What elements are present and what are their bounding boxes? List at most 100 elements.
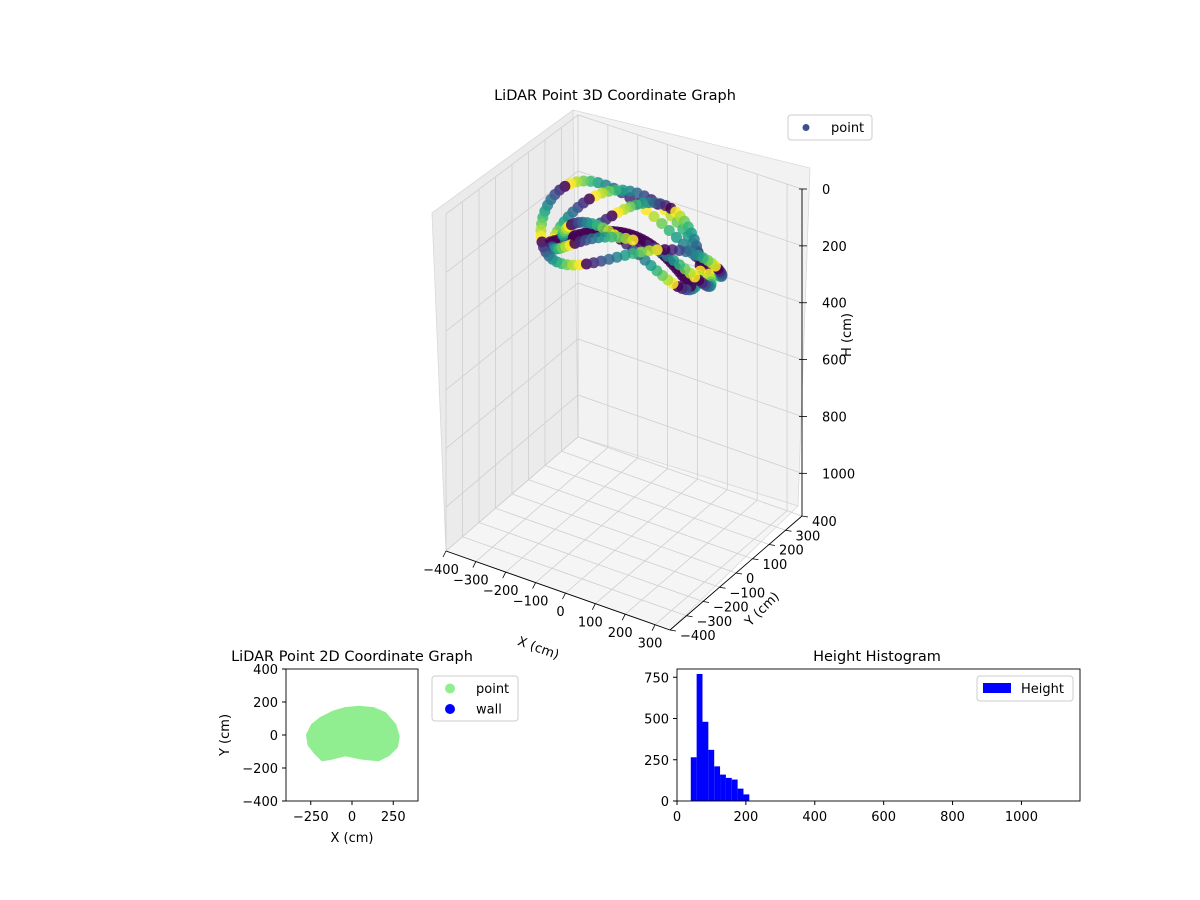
- grid-line-y: [528, 152, 753, 560]
- point-3d: [606, 231, 618, 243]
- point-3d: [656, 217, 668, 229]
- histogram-bar: [696, 673, 703, 801]
- y-tick-3d: [719, 586, 726, 589]
- z-tick-label-3d: 200: [822, 240, 847, 255]
- x-tick-label-histogram: 0: [673, 810, 681, 825]
- y-tick-label-3d: 200: [779, 544, 804, 559]
- histogram-bar: [743, 794, 750, 801]
- x-tick-label-histogram: 200: [733, 810, 758, 825]
- y-tick-label-2d: −400: [242, 795, 278, 810]
- x-tick-label-2d: 250: [381, 810, 406, 825]
- grid-line-z: [445, 170, 803, 273]
- grid-line-y: [462, 201, 687, 617]
- y-tick-3d: [801, 515, 809, 518]
- y-tick-label-3d: 300: [796, 529, 821, 544]
- y-axis-label-2d: Y (cm): [218, 714, 233, 757]
- plot-2d-area: −250 0 250 −400 −200 0 200 400: [242, 663, 419, 825]
- point-cloud: [535, 175, 728, 296]
- x-tick-3d: [502, 571, 507, 579]
- x-tick-3d: [562, 592, 566, 600]
- y-tick-label-2d: 200: [253, 696, 278, 711]
- ticks-3d: −400−300−200−1000100200300−400−300−200−1…: [423, 183, 855, 652]
- histogram-bar: [690, 757, 697, 801]
- grid-line-z: [445, 394, 803, 508]
- x-tick-label-histogram: 1000: [1005, 810, 1038, 825]
- legend-3d-marker-point: [802, 124, 810, 131]
- x-tick-label-histogram: 800: [940, 810, 965, 825]
- histogram-bar: [725, 777, 732, 801]
- y-tick-3d: [735, 572, 743, 575]
- point-3d: [603, 253, 615, 265]
- x-tick-label-3d: 100: [578, 616, 603, 631]
- y-tick-3d: [702, 601, 710, 603]
- x-axis-label-2d: X (cm): [331, 831, 374, 846]
- grid-line-z: [445, 114, 803, 215]
- x-axis-label-3d: X (cm): [515, 634, 561, 663]
- y-tick-label-2d: −200: [242, 762, 278, 777]
- y-tick-label-3d: −200: [713, 601, 749, 616]
- y-tick-label-2d: 400: [253, 663, 278, 678]
- grid-line-z: [445, 338, 803, 449]
- chart-2d-title: LiDAR Point 2D Coordinate Graph: [231, 649, 473, 665]
- legend-3d-label-point: point: [831, 121, 864, 136]
- histogram-bar: [731, 779, 738, 801]
- x-tick-3d: [651, 624, 656, 631]
- x-tick-label-3d: −200: [483, 584, 519, 599]
- z-tick-label-3d: 0: [822, 183, 830, 198]
- histogram-bar: [708, 749, 715, 801]
- legend-3d-box: [787, 114, 873, 141]
- y-tick-label-3d: −300: [697, 615, 733, 630]
- legend-2d-marker-point: [445, 683, 455, 694]
- x-tick-3d: [621, 614, 626, 621]
- scatter-2d-point-region: [305, 705, 400, 762]
- x-tick-3d: [472, 561, 477, 568]
- legend-histogram-label: Height: [1021, 682, 1064, 697]
- histogram-bar: [737, 788, 744, 801]
- x-tick-label-3d: 0: [556, 605, 564, 620]
- legend-2d-label-wall: wall: [476, 703, 502, 718]
- y-tick-3d: [752, 558, 759, 561]
- histogram-frame: [676, 668, 1081, 802]
- histogram-bar: [714, 766, 721, 801]
- x-tick-label-3d: 300: [638, 637, 663, 652]
- axis-line-3d: [445, 550, 671, 631]
- legend-histogram-swatch: [983, 683, 1011, 693]
- grid-line-y: [478, 189, 704, 602]
- z-axis-label-3d: H (cm): [840, 313, 855, 357]
- grid-line-y: [495, 176, 720, 588]
- y-tick-label-3d: 400: [812, 515, 837, 530]
- x-tick-label-3d: −300: [453, 574, 489, 589]
- z-tick-label-3d: 800: [822, 410, 847, 425]
- y-tick-label-histogram: 250: [644, 754, 669, 769]
- point-3d: [648, 210, 660, 222]
- grid-line-y: [511, 164, 737, 574]
- chart-2d: LiDAR Point 2D Coordinate Graph −250 0 250…: [218, 649, 519, 846]
- histogram-plot-area: 0 200 400 600 800 1000 0 250 500 750: [644, 668, 1081, 825]
- y-tick-label-3d: 0: [746, 572, 754, 587]
- x-tick-label-3d: −100: [513, 595, 549, 610]
- x-tick-label-2d: 0: [348, 810, 356, 825]
- histogram-bar: [702, 721, 709, 801]
- chart-3d-title: LiDAR Point 3D Coordinate Graph: [494, 88, 736, 104]
- y-tick-label-3d: −400: [680, 629, 716, 644]
- legend-2d-label-point: point: [476, 682, 509, 697]
- x-tick-3d: [442, 550, 447, 558]
- chart-histogram: Height Histogram 0 200 400 600 800 1000 0 250 50…: [644, 649, 1081, 825]
- histogram-title: Height Histogram: [813, 649, 941, 665]
- histogram-bar: [720, 774, 726, 801]
- z-tick-label-3d: 600: [822, 354, 847, 369]
- y-tick-label-3d: −100: [730, 586, 766, 601]
- legend-histogram: Height: [976, 675, 1074, 702]
- x-tick-3d: [591, 603, 596, 610]
- y-tick-label-histogram: 750: [644, 671, 669, 686]
- legend-2d: point wall: [431, 675, 519, 722]
- z-tick-label-3d: 1000: [822, 467, 855, 482]
- y-tick-label-3d: 100: [763, 558, 788, 573]
- z-tick-label-3d: 400: [822, 297, 847, 312]
- grid-line-z: [445, 282, 803, 391]
- legend-histogram-box: [976, 675, 1074, 702]
- y-tick-label-2d: 0: [270, 729, 278, 744]
- y-tick-label-histogram: 500: [644, 713, 669, 728]
- point-3d: [670, 231, 682, 243]
